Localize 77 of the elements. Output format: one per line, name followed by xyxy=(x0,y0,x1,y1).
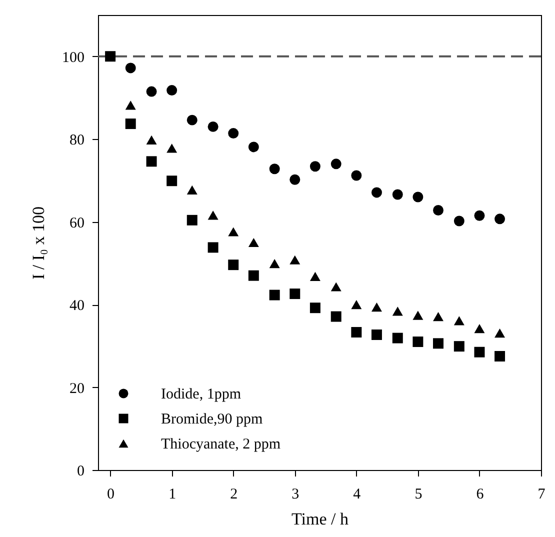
point xyxy=(371,302,382,312)
point xyxy=(371,329,382,340)
point xyxy=(474,324,485,334)
point xyxy=(125,100,136,110)
point xyxy=(433,205,444,216)
point xyxy=(208,210,218,220)
point xyxy=(228,260,239,270)
x-tick-label: 5 xyxy=(414,486,422,502)
y-tick-label: 60 xyxy=(70,215,84,232)
point xyxy=(433,312,444,322)
x-tick-label: 1 xyxy=(168,486,176,502)
point xyxy=(186,114,198,126)
point xyxy=(330,311,342,322)
point xyxy=(290,255,300,264)
point xyxy=(248,238,259,248)
x-tick-label: 2 xyxy=(230,486,238,502)
point xyxy=(474,210,485,221)
point xyxy=(166,144,178,153)
point xyxy=(146,135,157,144)
point xyxy=(310,161,320,172)
point xyxy=(330,282,342,292)
x-axis-title: Time / h xyxy=(291,510,349,528)
x-tick-label: 7 xyxy=(538,486,546,502)
legend-label: Bromide,90 ppm xyxy=(161,412,263,428)
point xyxy=(392,189,403,200)
point xyxy=(248,142,259,152)
point xyxy=(290,174,300,185)
point xyxy=(290,288,300,300)
point xyxy=(146,86,157,97)
x-tick-label: 6 xyxy=(476,486,484,502)
point xyxy=(105,51,116,62)
y-tick-label: 80 xyxy=(70,132,84,149)
point xyxy=(412,192,424,202)
point xyxy=(166,176,178,186)
point xyxy=(269,290,280,300)
y-tick-label: 40 xyxy=(70,298,84,314)
point xyxy=(412,310,424,320)
point xyxy=(454,316,464,326)
point xyxy=(228,128,239,139)
point xyxy=(186,185,198,195)
legend-label: Thiocyanate, 2 ppm xyxy=(161,436,281,452)
point xyxy=(351,170,362,181)
point xyxy=(269,164,280,174)
point xyxy=(474,346,485,358)
x-tick-label: 3 xyxy=(292,486,300,502)
point xyxy=(208,121,218,132)
point xyxy=(494,328,506,338)
point xyxy=(228,227,239,236)
point xyxy=(310,272,320,281)
point xyxy=(208,242,218,253)
point xyxy=(433,338,444,349)
point xyxy=(146,156,157,167)
point xyxy=(269,259,280,268)
legend-label: Iodide, 1ppm xyxy=(161,386,242,402)
point xyxy=(454,216,464,226)
x-tick-label: 4 xyxy=(353,486,362,502)
point xyxy=(125,118,136,130)
point xyxy=(330,158,342,170)
y-tick-label: 100 xyxy=(62,50,84,66)
point xyxy=(494,214,506,224)
point xyxy=(186,214,198,226)
x-tick-label: 0 xyxy=(107,486,115,502)
point xyxy=(454,341,464,352)
point xyxy=(494,351,506,362)
point xyxy=(351,300,362,310)
point xyxy=(351,327,362,338)
point xyxy=(392,306,403,316)
point xyxy=(248,270,259,281)
y-tick-label: 0 xyxy=(77,464,84,480)
point xyxy=(371,187,382,198)
point xyxy=(125,62,136,74)
y-axis-title: I / I₀ x 100 xyxy=(29,206,48,280)
y-tick-label: 20 xyxy=(70,380,84,397)
point xyxy=(412,336,424,348)
point xyxy=(310,302,320,314)
point xyxy=(166,85,178,96)
point xyxy=(392,332,403,344)
